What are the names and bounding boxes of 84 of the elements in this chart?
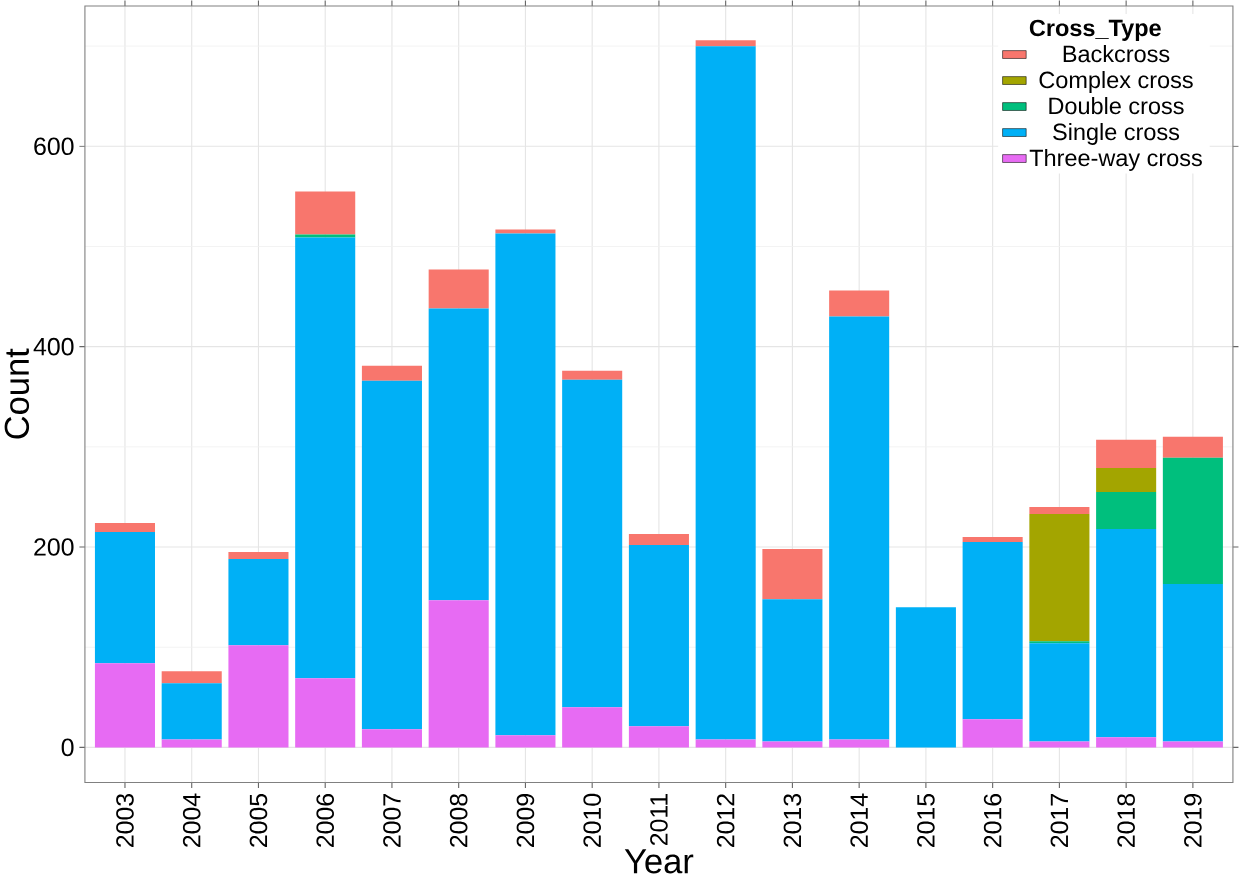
bar — [562, 370, 623, 380]
bar — [161, 739, 222, 748]
bar — [1096, 467, 1157, 492]
y-tick-label: 0 — [61, 738, 74, 757]
x-tick-label: 2016 — [983, 793, 1002, 847]
bar — [628, 726, 689, 748]
bar — [94, 663, 155, 748]
bar — [428, 600, 489, 748]
bar — [829, 290, 890, 317]
bar — [1162, 457, 1223, 585]
x-tick-label: 2010 — [583, 793, 601, 847]
x-tick-label: 2015 — [917, 793, 935, 847]
bar — [695, 40, 756, 47]
bar — [962, 719, 1023, 748]
x-tick-label: 2007 — [383, 794, 401, 847]
bar — [762, 549, 823, 600]
bar — [161, 683, 222, 740]
bar — [628, 545, 689, 727]
bar — [94, 522, 155, 532]
x-tick-label: 2019 — [1184, 794, 1202, 847]
legend-label: Single cross — [1053, 122, 1180, 145]
x-tick-label: 2003 — [116, 793, 134, 847]
bar — [361, 729, 422, 748]
x-axis-title: Year — [624, 849, 694, 874]
x-tick-label: 2004 — [182, 793, 201, 847]
bar — [495, 233, 556, 736]
bar — [762, 741, 823, 748]
x-tick-label: 2011 — [650, 794, 668, 846]
bar — [695, 739, 756, 748]
bar — [228, 645, 289, 748]
bar — [1029, 643, 1090, 742]
x-tick-label: 2009 — [516, 794, 535, 847]
x-tick-label: 2008 — [449, 793, 468, 847]
legend-label: Double cross — [1049, 96, 1184, 115]
bar — [895, 607, 956, 748]
bar — [562, 707, 623, 748]
x-tick-label: 2012 — [716, 794, 735, 847]
bar — [962, 536, 1023, 542]
legend-label: Three-way cross — [1029, 148, 1202, 171]
bar — [762, 599, 823, 742]
bar — [1029, 641, 1090, 644]
x-tick-label: 2014 — [850, 793, 868, 847]
bar — [695, 46, 756, 740]
bar — [1096, 439, 1157, 468]
bar — [1162, 741, 1223, 748]
bar — [495, 229, 556, 234]
bar — [1162, 436, 1223, 458]
bar — [228, 552, 289, 560]
y-axis-title: Count — [4, 348, 30, 439]
bar — [161, 671, 222, 684]
bar — [1096, 737, 1157, 748]
bar — [495, 735, 556, 748]
bar — [361, 380, 422, 730]
x-tick-label: 2017 — [1050, 794, 1069, 847]
bar — [295, 678, 356, 748]
bar — [295, 234, 356, 238]
x-tick-label: 2013 — [783, 793, 802, 847]
bar — [295, 237, 356, 679]
legend-label: Complex cross — [1039, 70, 1193, 93]
bar — [1096, 491, 1157, 529]
bar — [428, 269, 489, 309]
y-tick-label: 600 — [34, 137, 74, 156]
bar — [1162, 584, 1223, 742]
bar — [1029, 506, 1090, 514]
bar — [829, 739, 890, 748]
bar — [428, 308, 489, 601]
y-tick-label: 200 — [34, 538, 74, 556]
legend-label: Backcross — [1063, 44, 1170, 63]
x-tick-label: 2006 — [316, 793, 334, 847]
y-tick-label: 400 — [33, 337, 74, 356]
bar — [628, 533, 689, 545]
bar — [962, 541, 1023, 720]
bar — [228, 559, 289, 646]
legend-title: Cross_Type — [1029, 19, 1161, 41]
bar — [829, 316, 890, 740]
bar — [361, 365, 422, 381]
bar — [562, 379, 623, 708]
bar — [1029, 513, 1090, 642]
bar — [1096, 528, 1157, 738]
x-tick-label: 2018 — [1117, 793, 1135, 847]
bar — [1029, 741, 1090, 748]
x-tick-label: 2005 — [249, 793, 268, 847]
bar — [295, 191, 356, 235]
bar — [94, 531, 155, 664]
